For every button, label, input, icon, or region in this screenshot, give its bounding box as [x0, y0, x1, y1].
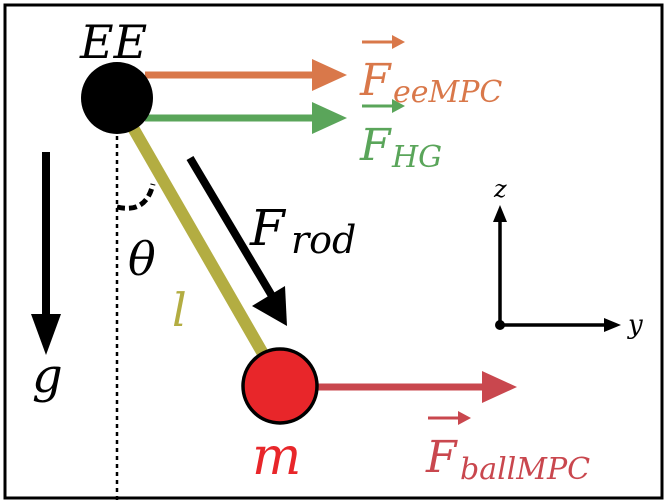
frame-border	[3, 3, 664, 500]
gravity-label: g	[32, 348, 63, 404]
ee-mpc-force-label: F eeMPC	[359, 55, 502, 110]
ball-mpc-vector-overline	[428, 411, 471, 425]
mass-label: m	[252, 427, 301, 487]
hg-force-label: F HG	[359, 120, 442, 175]
angle-label: θ	[128, 232, 156, 286]
end-effector-label: EE	[79, 15, 147, 69]
axis-y-label: y	[627, 310, 643, 340]
rod-length-label: l	[172, 283, 187, 337]
rod-force-label: F rod	[249, 199, 356, 262]
axis-z-label: z	[493, 175, 507, 203]
ball-mpc-force-arrow	[316, 371, 517, 403]
ee-mpc-vector-overline	[362, 35, 405, 49]
coordinate-axes	[493, 205, 621, 332]
ee-mpc-force-arrow	[145, 59, 347, 91]
angle-arc	[116, 183, 156, 211]
hg-vector-overline	[362, 99, 405, 113]
end-effector-ball	[81, 62, 153, 134]
mass-ball	[241, 347, 319, 425]
rod-force-arrow	[186, 155, 287, 326]
ball-mpc-force-label: F ballMPC	[425, 432, 590, 487]
gravity-arrow	[31, 152, 61, 355]
pendulum-rod	[111, 97, 287, 388]
hg-force-arrow	[145, 102, 347, 134]
